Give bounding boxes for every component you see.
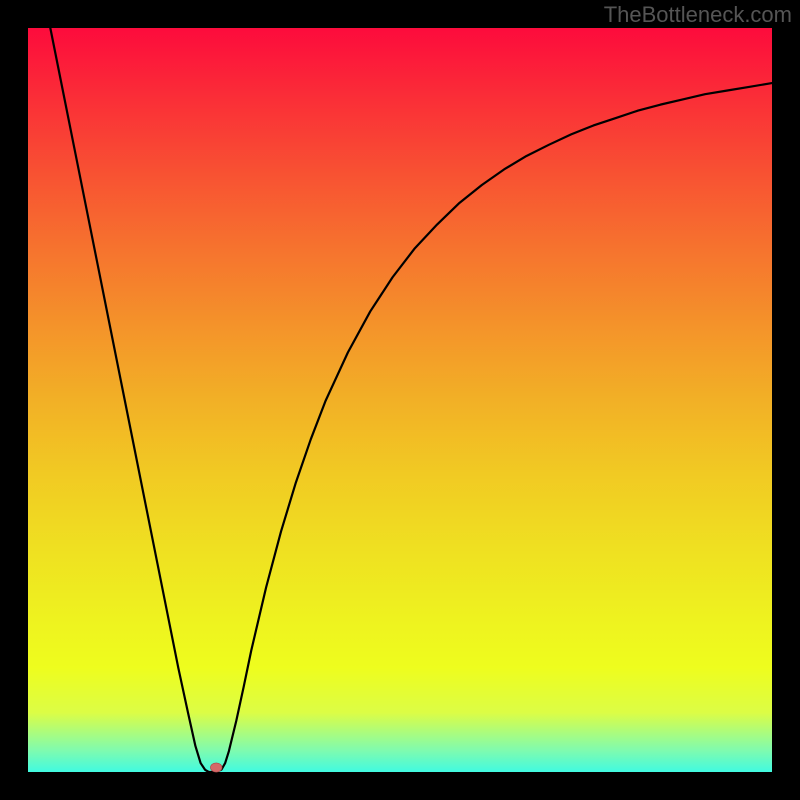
bottleneck-chart: TheBottleneck.com [0, 0, 800, 800]
optimum-marker [210, 763, 222, 772]
chart-svg [0, 0, 800, 800]
chart-plot-background [28, 28, 772, 772]
